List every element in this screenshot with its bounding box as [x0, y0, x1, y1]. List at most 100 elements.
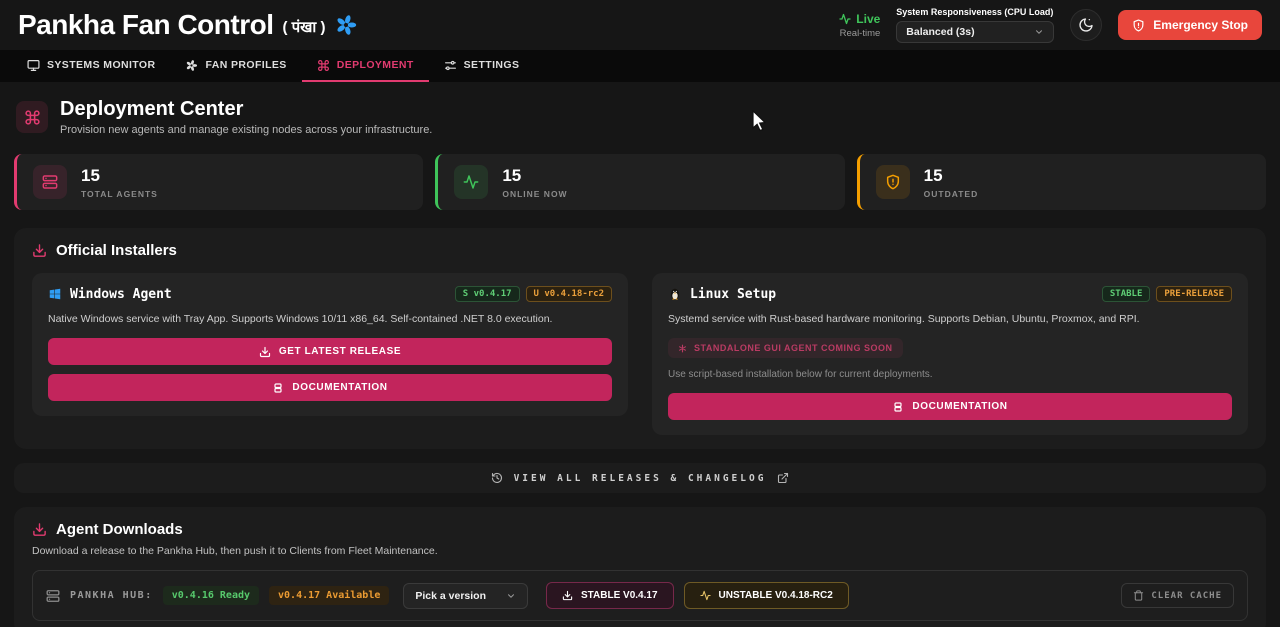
windows-logo-icon [48, 287, 62, 301]
chevron-down-icon [1034, 27, 1044, 37]
hub-label: PANKHA HUB: [70, 590, 153, 601]
stat-total-agents: 15 TOTAL AGENTS [14, 154, 424, 210]
responsiveness-label: System Responsiveness (CPU Load) [896, 7, 1054, 17]
button-label: UNSTABLE V0.4.18-RC2 [718, 590, 833, 601]
page-subtitle: Provision new agents and manage existing… [60, 124, 433, 136]
stable-badge: STABLE [1101, 286, 1151, 302]
theme-toggle-button[interactable] [1070, 9, 1103, 41]
live-indicator: Live Real-time [839, 12, 880, 39]
top-bar: Pankha Fan Control ( पंखा ) Live [0, 0, 1280, 50]
linux-documentation-button[interactable]: DOCUMENTATION [668, 393, 1232, 420]
windows-agent-card: Windows Agent S v0.4.17 U v0.4.18-rc2 Na… [32, 273, 628, 416]
tab-label: DEPLOYMENT [336, 59, 414, 71]
page-header: Deployment Center Provision new agents a… [14, 90, 1266, 150]
windows-documentation-button[interactable]: DOCUMENTATION [48, 374, 612, 401]
monitor-icon [27, 59, 40, 72]
app-title: Pankha Fan Control [18, 9, 274, 40]
download-icon [32, 522, 47, 537]
shield-alert-icon [875, 165, 910, 199]
version-select[interactable]: Pick a version [403, 582, 528, 609]
moon-icon [1078, 17, 1094, 33]
activity-icon [454, 165, 489, 199]
page-title: Deployment Center [60, 98, 244, 120]
download-stable-button[interactable]: STABLE V0.4.17 [546, 582, 674, 609]
fan-icon [185, 59, 198, 72]
agent-downloads-panel: Agent Downloads Download a release to th… [14, 507, 1266, 627]
server-icon [46, 589, 60, 603]
download-icon [32, 243, 47, 258]
section-subtitle: Download a release to the Pankha Hub, th… [32, 545, 438, 557]
sparkle-icon [678, 344, 687, 353]
responsiveness-select[interactable]: Balanced (3s) [896, 21, 1055, 43]
command-icon [317, 59, 330, 72]
emergency-stop-label: Emergency Stop [1153, 18, 1248, 32]
stat-online-now: 15 ONLINE NOW [435, 154, 845, 210]
stat-value: 15 [923, 165, 943, 185]
button-label: GET LATEST RELEASE [278, 346, 402, 357]
external-link-icon [777, 472, 789, 484]
pre-release-badge: PRE-RELEASE [1156, 286, 1232, 302]
card-title: Windows Agent [70, 286, 172, 302]
stats-row: 15 TOTAL AGENTS 15 ONLINE NOW 15 OUTDATE… [14, 154, 1266, 210]
linux-setup-card: Linux Setup STABLE PRE-RELEASE Systemd s… [652, 273, 1248, 435]
button-label: DOCUMENTATION [292, 382, 388, 393]
section-title: Official Installers [56, 242, 177, 259]
coming-soon-badge: STANDALONE GUI AGENT COMING SOON [668, 338, 903, 358]
top-bar-right: Live Real-time System Responsiveness (CP… [839, 7, 1262, 43]
main-nav: SYSTEMS MONITOR FAN PROFILES DEPLOYMENT … [0, 50, 1280, 82]
tab-label: SYSTEMS MONITOR [47, 59, 156, 71]
sliders-icon [444, 59, 457, 72]
tab-systems-monitor[interactable]: SYSTEMS MONITOR [12, 50, 170, 82]
official-installers-panel: Official Installers Windows Agent S v0.4… [14, 228, 1266, 449]
live-label: Live [856, 11, 881, 26]
tab-deployment[interactable]: DEPLOYMENT [301, 50, 429, 82]
stat-label: ONLINE NOW [502, 188, 568, 199]
chevron-down-icon [506, 591, 516, 601]
button-label: STABLE V0.4.17 [581, 590, 658, 601]
coming-soon-label: STANDALONE GUI AGENT COMING SOON [694, 343, 893, 353]
live-sublabel: Real-time [839, 27, 881, 39]
brand: Pankha Fan Control ( पंखा ) [18, 9, 358, 41]
main-content: Deployment Center Provision new agents a… [0, 82, 1280, 627]
view-all-releases-button[interactable]: VIEW ALL RELEASES & CHANGELOG [14, 463, 1266, 493]
trash-icon [1133, 590, 1144, 601]
tab-label: SETTINGS [463, 59, 520, 71]
stat-value: 15 [81, 165, 100, 185]
stat-outdated: 15 OUTDATED [856, 154, 1266, 210]
button-label: CLEAR CACHE [1151, 590, 1222, 601]
linux-penguin-icon [668, 287, 682, 301]
responsiveness-value: Balanced (3s) [906, 26, 975, 38]
card-description: Systemd service with Rust-based hardware… [668, 313, 1140, 325]
tab-label: FAN PROFILES [205, 59, 287, 71]
unstable-version-badge: U v0.4.18-rc2 [525, 286, 612, 302]
shield-alert-icon [1132, 18, 1145, 32]
download-icon [259, 346, 271, 358]
stable-version-badge: S v0.4.17 [454, 286, 520, 302]
docs-icon [272, 382, 284, 394]
get-latest-release-button[interactable]: GET LATEST RELEASE [48, 338, 612, 365]
section-title: Agent Downloads [56, 521, 183, 538]
docs-icon [892, 401, 904, 413]
history-icon [491, 472, 503, 484]
hub-row: PANKHA HUB: v0.4.16 Ready v0.4.17 Availa… [32, 570, 1248, 621]
download-icon [562, 590, 573, 601]
download-unstable-button[interactable]: UNSTABLE V0.4.18-RC2 [683, 582, 849, 609]
stat-label: TOTAL AGENTS [81, 188, 158, 199]
app-subtitle: ( पंखा ) [282, 19, 326, 36]
version-select-value: Pick a version [415, 589, 486, 602]
stat-label: OUTDATED [923, 188, 979, 199]
fan-icon [334, 13, 358, 37]
clear-cache-button[interactable]: CLEAR CACHE [1121, 583, 1234, 608]
button-label: DOCUMENTATION [912, 401, 1008, 412]
activity-icon [699, 590, 711, 601]
install-note: Use script-based installation below for … [668, 369, 933, 380]
emergency-stop-button[interactable]: Emergency Stop [1118, 10, 1262, 40]
hub-available-badge: v0.4.17 Available [269, 586, 390, 605]
hub-ready-badge: v0.4.16 Ready [162, 586, 260, 605]
activity-icon [839, 13, 851, 25]
card-title: Linux Setup [690, 286, 777, 302]
tab-fan-profiles[interactable]: FAN PROFILES [170, 50, 301, 82]
responsiveness-control: System Responsiveness (CPU Load) Balance… [896, 7, 1055, 43]
releases-label: VIEW ALL RELEASES & CHANGELOG [513, 472, 767, 484]
tab-settings[interactable]: SETTINGS [429, 50, 535, 82]
